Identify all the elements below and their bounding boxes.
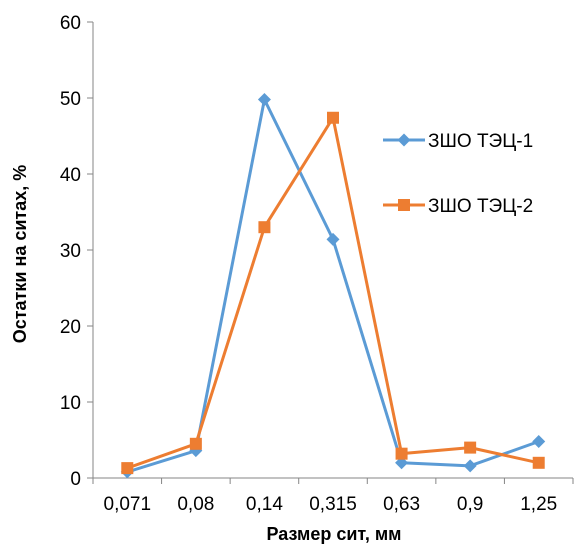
series-2-point	[189, 437, 202, 450]
legend-item-2: ЗШО ТЭЦ-2	[383, 196, 533, 217]
y-tick-label: 10	[60, 393, 81, 414]
x-tick-label: 0,14	[246, 494, 283, 515]
series-2-line	[126, 116, 540, 470]
axes	[87, 21, 574, 484]
y-tick-label: 50	[60, 89, 81, 110]
x-tick-label: 0,315	[309, 494, 357, 515]
y-tick-label: 30	[60, 241, 81, 262]
series-1-line	[126, 98, 540, 474]
legend: ЗШО ТЭЦ-1 ЗШО ТЭЦ-2	[383, 131, 533, 217]
y-axis-title: Остатки на ситах, %	[10, 165, 30, 344]
y-tick-label: 40	[60, 165, 81, 186]
y-tick-label: 0	[70, 469, 81, 490]
legend-marker	[397, 133, 411, 147]
series-group	[120, 93, 546, 479]
legend-label: ЗШО ТЭЦ-2	[428, 196, 533, 217]
series-2-point	[121, 462, 134, 475]
y-tick-labels: 0 10 20 30 40 50 60	[60, 13, 81, 490]
x-tick-label: 0,9	[457, 494, 483, 515]
y-tick-label: 20	[60, 317, 81, 338]
x-tick-label: 0,63	[383, 494, 420, 515]
x-tick-label: 0,071	[104, 494, 152, 515]
legend-marker	[398, 199, 410, 211]
x-tick-label: 0,08	[177, 494, 214, 515]
series-2	[121, 111, 545, 475]
series-1-point	[532, 435, 546, 449]
legend-label: ЗШО ТЭЦ-1	[428, 131, 533, 152]
series-1-point	[257, 93, 271, 107]
x-tick-labels: 0,071 0,08 0,14 0,315 0,63 0,9 1,25	[104, 494, 558, 515]
x-axis-title: Размер сит, мм	[267, 524, 402, 544]
y-tick-label: 60	[60, 13, 81, 34]
x-tick-label: 1,25	[520, 494, 557, 515]
series-1-point	[463, 459, 477, 473]
series-1-point	[326, 232, 340, 246]
legend-item-1: ЗШО ТЭЦ-1	[383, 131, 533, 152]
series-2-point	[327, 111, 339, 124]
series-2-point	[395, 447, 408, 460]
series-2-point	[532, 456, 545, 469]
series-2-point	[464, 441, 477, 454]
series-2-point	[258, 221, 271, 234]
